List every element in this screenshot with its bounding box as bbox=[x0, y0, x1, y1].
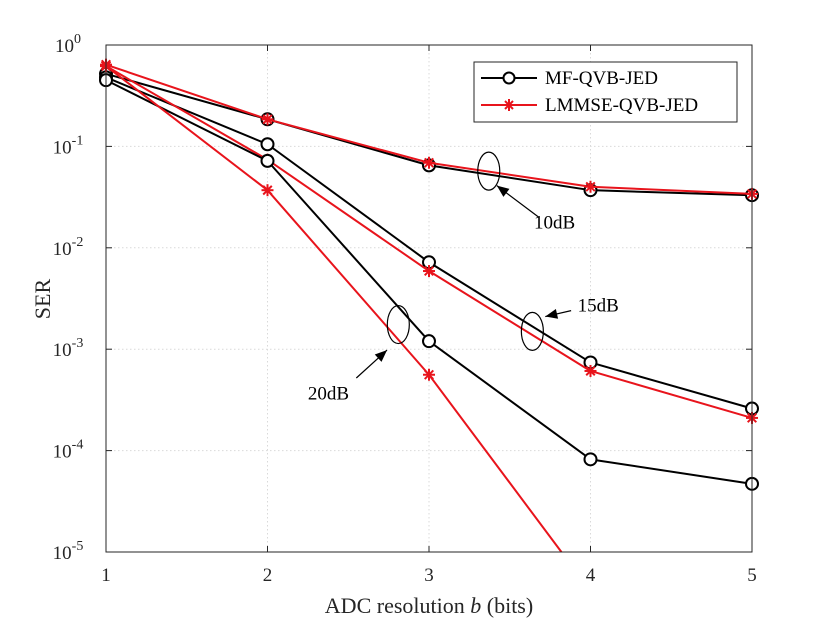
x-tick-label: 2 bbox=[263, 565, 273, 586]
data-point bbox=[261, 113, 274, 126]
x-tick-label: 1 bbox=[101, 565, 111, 586]
y-tick-label: 100 bbox=[55, 32, 81, 57]
data-point bbox=[423, 265, 435, 278]
x-axis-label: ADC resolution b (bits) bbox=[325, 593, 533, 618]
series-layer bbox=[99, 58, 759, 553]
ticks: 1 2 3 4 5 100 10-1 10-2 10-3 10-4 10-5 bbox=[53, 32, 757, 586]
series-LMMSE-QVB-JED-20dB bbox=[100, 60, 563, 553]
data-point bbox=[423, 156, 435, 169]
data-point bbox=[260, 137, 275, 152]
data-point bbox=[583, 452, 598, 467]
annotation-arrowhead bbox=[374, 350, 388, 362]
data-point bbox=[422, 334, 436, 349]
annotation-ellipse bbox=[386, 304, 410, 345]
legend-marker-lmmse bbox=[503, 99, 515, 111]
x-tick-label: 5 bbox=[747, 565, 757, 586]
data-point bbox=[584, 180, 597, 193]
x-tick-label: 4 bbox=[586, 565, 596, 586]
annotation-15dB: 15dB bbox=[520, 296, 619, 351]
data-point bbox=[260, 153, 275, 168]
y-tick-label: 10-2 bbox=[53, 235, 84, 260]
legend-box bbox=[473, 61, 738, 123]
annotation-20dB: 20dB bbox=[308, 304, 410, 404]
data-point bbox=[261, 184, 274, 197]
series-line bbox=[105, 65, 563, 553]
annotation-label: 20dB bbox=[308, 383, 349, 404]
annotation-ellipse bbox=[520, 311, 544, 351]
annotation-label: 10dB bbox=[534, 213, 575, 234]
y-tick-label: 10-1 bbox=[53, 133, 84, 158]
data-point bbox=[423, 368, 435, 381]
annotation-10dB: 10dB bbox=[477, 151, 575, 234]
annotation-label: 15dB bbox=[578, 296, 619, 317]
y-tick-label: 10-3 bbox=[53, 336, 84, 361]
legend-label-lmmse: LMMSE-QVB-JED bbox=[545, 95, 698, 116]
x-tick-label: 3 bbox=[424, 565, 434, 586]
annotation-arrowhead bbox=[545, 308, 559, 319]
legend: MF-QVB-JED LMMSE-QVB-JED bbox=[473, 61, 738, 123]
y-tick-label: 10-5 bbox=[53, 539, 84, 564]
annotations: 10dB 15dB 20dB bbox=[308, 151, 619, 404]
legend-label-mf: MF-QVB-JED bbox=[545, 68, 658, 89]
legend-marker-mf bbox=[502, 71, 516, 85]
y-axis-label: SER bbox=[30, 279, 55, 320]
y-tick-label: 10-4 bbox=[53, 438, 84, 463]
annotation-ellipse bbox=[477, 151, 501, 191]
annotation-arrowhead bbox=[496, 185, 510, 197]
data-point bbox=[584, 364, 597, 377]
